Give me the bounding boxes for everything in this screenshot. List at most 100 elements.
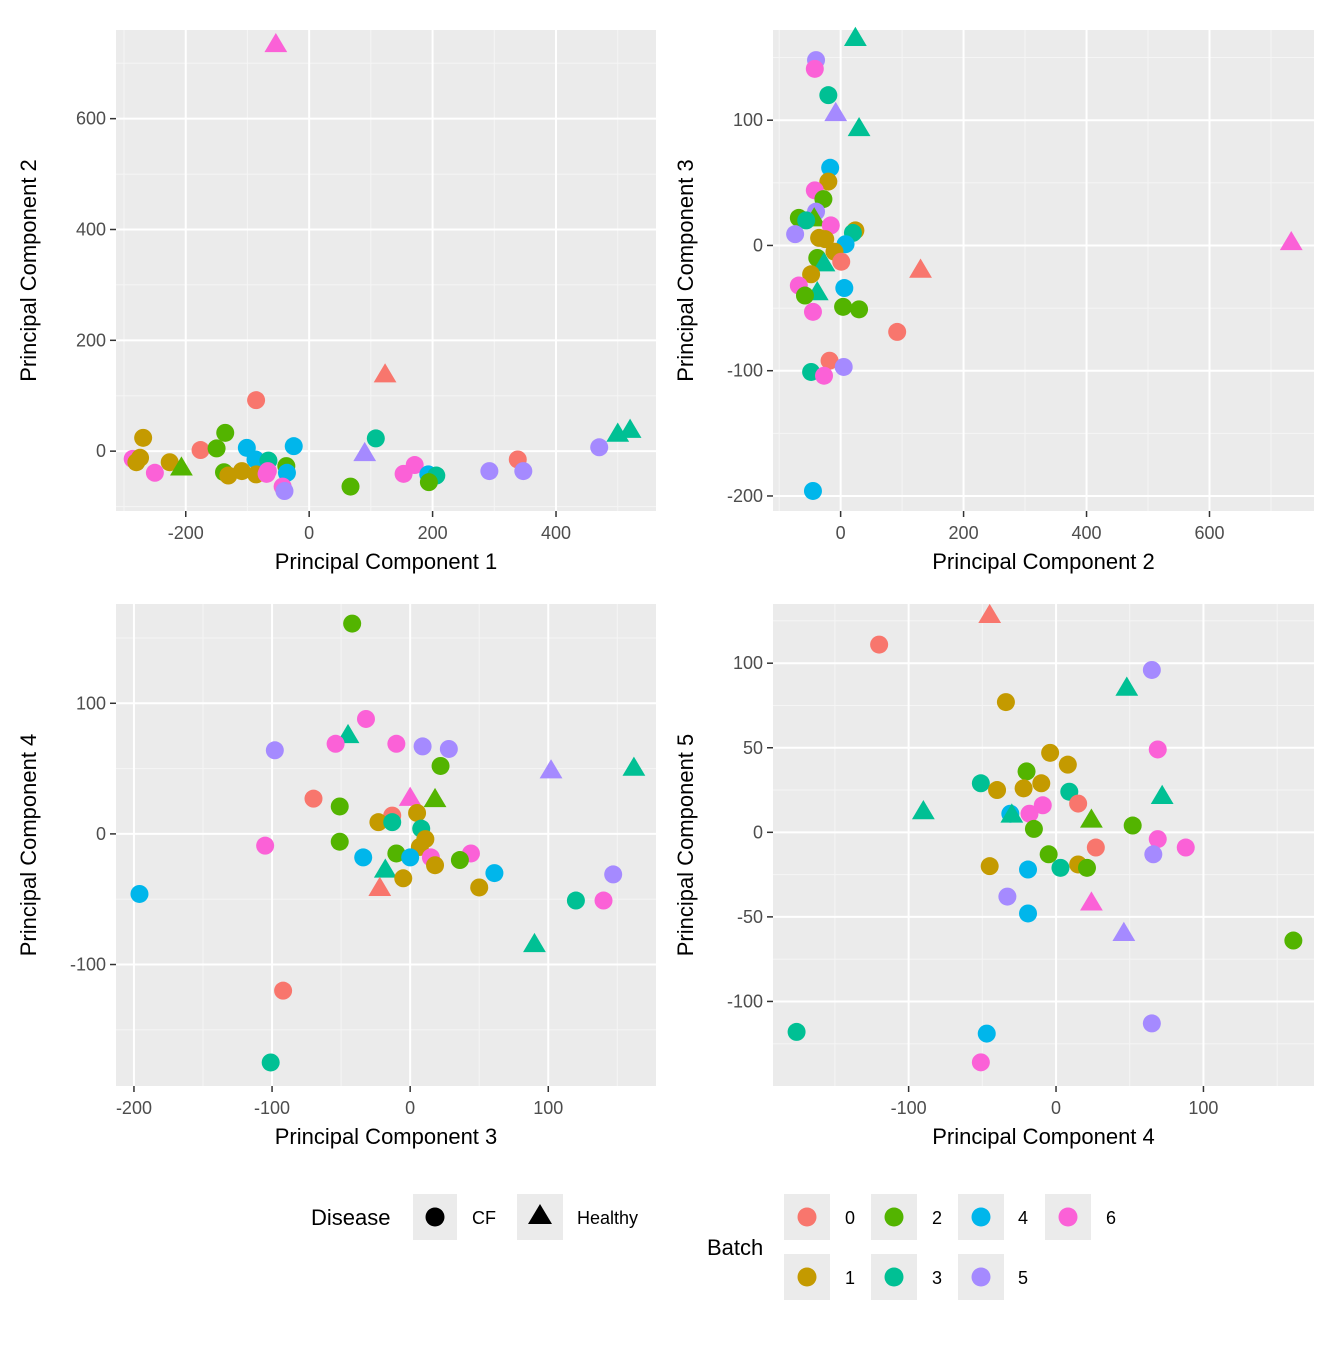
- data-point-cf: [988, 781, 1007, 800]
- data-point-cf: [1142, 1014, 1161, 1033]
- data-point-healthy: [1000, 803, 1024, 823]
- data-point-healthy: [264, 32, 288, 53]
- data-point-cf: [850, 300, 869, 319]
- data-point-cf: [870, 635, 889, 654]
- data-point-cf: [604, 865, 623, 884]
- data-point-cf: [1032, 774, 1051, 793]
- legend-label-healthy: Healthy: [577, 1208, 638, 1228]
- data-point-cf: [980, 857, 999, 876]
- x-axis-title: Principal Component 3: [275, 1124, 498, 1149]
- data-point-cf: [816, 230, 835, 249]
- data-point-healthy: [368, 876, 392, 896]
- data-point-healthy: [847, 116, 871, 137]
- data-point-cf: [216, 423, 235, 442]
- legend-label-batch-0: 0: [845, 1208, 855, 1228]
- data-point-cf: [419, 473, 438, 492]
- data-point-cf: [431, 756, 450, 775]
- data-point-healthy: [618, 418, 642, 438]
- data-point-healthy: [423, 787, 447, 808]
- y-axis-title: Principal Component 4: [16, 734, 41, 957]
- data-point-cf: [256, 836, 275, 855]
- data-point-cf: [1148, 830, 1167, 849]
- batch-legend-title: Batch: [707, 1235, 763, 1260]
- data-point-cf: [590, 438, 609, 457]
- data-point-cf: [1041, 743, 1060, 762]
- data-point-cf: [219, 466, 238, 485]
- data-point-cf: [971, 1053, 990, 1072]
- data-point-cf: [426, 856, 445, 875]
- x-tick-label: 400: [1072, 523, 1102, 543]
- data-point-cf: [261, 1053, 280, 1072]
- data-point-cf: [274, 981, 293, 1000]
- disease-legend: Disease CF Healthy: [311, 1194, 638, 1240]
- legend-label-batch-3: 3: [932, 1268, 942, 1288]
- disease-legend-title: Disease: [311, 1205, 390, 1230]
- data-point-cf: [470, 878, 489, 897]
- data-point-cf: [1020, 804, 1039, 823]
- data-point-cf: [1284, 931, 1303, 950]
- legend-label-batch-2: 2: [932, 1208, 942, 1228]
- data-point-cf: [369, 813, 388, 832]
- data-point-cf: [786, 225, 805, 244]
- data-point-healthy: [909, 258, 932, 278]
- legend-swatch-batch-6: [1058, 1207, 1078, 1227]
- x-tick-label: 400: [541, 523, 571, 543]
- data-point-cf: [803, 302, 822, 321]
- data-point-cf: [1019, 860, 1038, 879]
- legend-label-batch-1: 1: [845, 1268, 855, 1288]
- y-tick-label: -100: [727, 361, 763, 381]
- data-point-cf: [247, 391, 266, 410]
- y-tick-label: -100: [727, 991, 763, 1011]
- y-axis-title: Principal Component 5: [673, 734, 698, 957]
- y-tick-label: -50: [737, 907, 763, 927]
- x-tick-label: 100: [533, 1098, 563, 1118]
- data-point-cf: [1017, 762, 1036, 781]
- data-point-cf: [1039, 845, 1058, 864]
- data-point-cf: [832, 252, 851, 271]
- legend-label-batch-4: 4: [1018, 1208, 1028, 1228]
- data-point-cf: [387, 734, 406, 753]
- x-axis-title: Principal Component 1: [275, 549, 498, 574]
- data-point-cf: [401, 848, 420, 867]
- panel-pc4-vs-pc5: -100 0 100 -100 -50 0 50 100 Principal Component…: [673, 603, 1314, 1149]
- x-tick-label: 0: [304, 523, 314, 543]
- data-point-cf: [284, 437, 303, 456]
- legend-swatch-batch-4: [971, 1207, 991, 1227]
- data-point-healthy: [373, 363, 397, 383]
- data-point-cf: [1077, 858, 1096, 877]
- data-point-cf: [594, 891, 613, 910]
- legend-swatch-batch-3: [884, 1267, 904, 1287]
- panel-pc3-vs-pc4: -200 -100 0 100 -100 0 100 Principal Component …: [16, 604, 656, 1149]
- data-point-healthy: [911, 800, 935, 820]
- x-tick-label: 200: [418, 523, 448, 543]
- data-point-cf: [1148, 740, 1167, 759]
- x-axis-title: Principal Component 4: [932, 1124, 1155, 1149]
- data-point-cf: [888, 322, 907, 341]
- y-tick-label: 0: [753, 822, 763, 842]
- data-point-cf: [834, 297, 853, 316]
- data-point-healthy: [1150, 784, 1174, 804]
- batch-legend: Batch 0 2 4 6 1 3 5: [707, 1194, 1116, 1300]
- data-point-healthy: [539, 759, 563, 779]
- data-point-cf: [265, 741, 284, 760]
- data-point-cf: [971, 774, 990, 793]
- data-point-healthy: [1080, 891, 1103, 911]
- data-point-cf: [1024, 819, 1043, 838]
- data-point-cf: [820, 351, 839, 370]
- data-point-healthy: [1115, 676, 1139, 696]
- data-point-cf: [275, 482, 294, 501]
- legend-swatch-batch-1: [797, 1267, 817, 1287]
- legend-swatch-batch-0: [797, 1207, 817, 1227]
- legend-label-batch-6: 6: [1106, 1208, 1116, 1228]
- data-point-cf: [394, 464, 413, 483]
- data-point-cf: [566, 891, 585, 910]
- x-tick-label: -100: [254, 1098, 290, 1118]
- data-point-cf: [805, 59, 824, 78]
- data-point-cf: [277, 463, 296, 482]
- data-point-healthy: [1279, 230, 1303, 251]
- x-tick-label: 600: [1194, 523, 1224, 543]
- x-axis-title: Principal Component 2: [932, 549, 1155, 574]
- data-point-healthy: [622, 756, 646, 776]
- x-tick-label: 0: [1051, 1098, 1061, 1118]
- data-point-cf: [413, 737, 432, 756]
